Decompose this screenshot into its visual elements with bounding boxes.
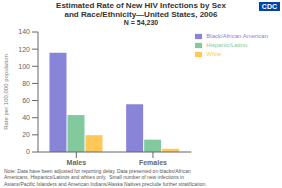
svg-text:140: 140 <box>18 28 30 35</box>
svg-text:Rate per 100,000 population: Rate per 100,000 population <box>8 54 9 130</box>
svg-text:60: 60 <box>22 97 30 104</box>
svg-text:0: 0 <box>26 148 30 155</box>
html-text:Estimated Rate of New HIV Infe: Estimated Rate of New HIV Infections by … <box>56 1 226 10</box>
html-text:Black/African American: Black/African American <box>206 33 268 39</box>
svg-text:40: 40 <box>22 114 30 121</box>
svg-text:80: 80 <box>22 80 30 87</box>
html-text:CDC: CDC <box>261 3 277 10</box>
svg-text:100: 100 <box>18 63 30 70</box>
svg-text:20: 20 <box>22 131 30 138</box>
html-text:N = 54,230: N = 54,230 <box>123 19 159 26</box>
html-text:Americans, Hispanics/Latinos a: Americans, Hispanics/Latinos and whites … <box>4 174 184 181</box>
svg-text:Females: Females <box>139 159 167 166</box>
html-text:and Race/Ethnicity—United Stat: and Race/Ethnicity—United States, 2006 <box>64 10 218 19</box>
html-text:Note: Data have been adjusted: Note: Data have been adjusted for report… <box>4 168 191 174</box>
html-text:Asians/Pacific Islanders and A: Asians/Pacific Islanders and American In… <box>4 180 207 187</box>
html-text:Hispanic/Latino: Hispanic/Latino <box>206 42 248 48</box>
html-text:White: White <box>206 51 222 57</box>
svg-text:Males: Males <box>67 159 87 166</box>
svg-text:120: 120 <box>18 46 30 53</box>
